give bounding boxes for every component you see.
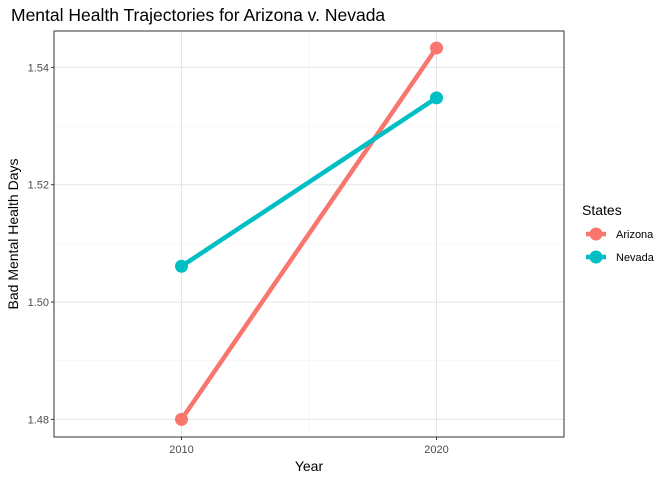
data-point-arizona-2020 (430, 41, 443, 55)
data-point-nevada-2010 (175, 259, 188, 273)
plot-panel (51, 30, 565, 440)
legend: States Arizona Nevada (582, 202, 655, 264)
data-point-arizona-2010 (175, 412, 188, 426)
data-point-nevada-2020 (430, 91, 443, 105)
series-line-nevada (180, 96, 438, 269)
x-tick-label: 2020 (424, 444, 448, 456)
y-axis-title: Bad Mental Health Days (5, 159, 21, 310)
y-tick-label: 1.54 (28, 62, 49, 74)
chart-title: Mental Health Trajectories for Arizona v… (11, 5, 385, 25)
series-line-arizona (179, 46, 439, 421)
panel-border (53, 30, 565, 438)
legend-title: States (582, 202, 622, 218)
x-tick-label: 2010 (169, 444, 193, 456)
legend-key-point-arizona (589, 227, 603, 241)
legend-label-arizona: Arizona (616, 229, 654, 241)
y-tick-label: 1.48 (28, 414, 49, 426)
legend-label-nevada: Nevada (616, 252, 655, 264)
y-tick-label: 1.52 (28, 180, 49, 192)
y-tick-label: 1.50 (28, 297, 49, 309)
legend-key-point-nevada (589, 250, 603, 264)
x-axis-title: Year (295, 458, 324, 474)
